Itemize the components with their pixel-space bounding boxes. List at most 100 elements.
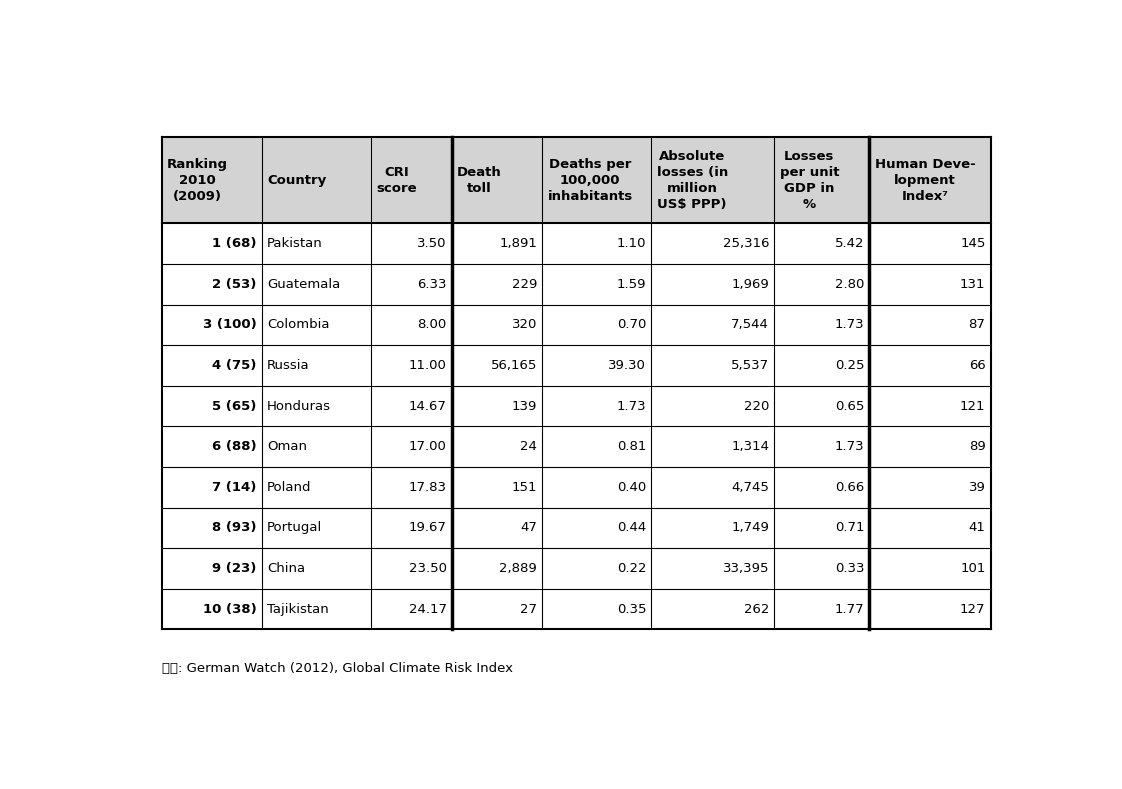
- Text: 6 (88): 6 (88): [212, 440, 257, 453]
- Bar: [870, 264, 991, 305]
- Text: 1.77: 1.77: [835, 603, 864, 615]
- Bar: [261, 305, 370, 345]
- Text: 출싸: German Watch (2012), Global Climate Risk Index: 출싸: German Watch (2012), Global Climate …: [162, 662, 513, 675]
- Text: 0.70: 0.70: [617, 318, 646, 331]
- Bar: [542, 264, 652, 305]
- Bar: [261, 507, 370, 548]
- Bar: [542, 223, 652, 264]
- Bar: [774, 223, 870, 264]
- Bar: [162, 137, 261, 223]
- Bar: [162, 426, 261, 467]
- Text: 0.71: 0.71: [835, 522, 864, 534]
- Text: 262: 262: [744, 603, 770, 615]
- Bar: [652, 467, 774, 507]
- Text: CRI
score: CRI score: [376, 166, 416, 195]
- Text: 1 (68): 1 (68): [212, 237, 257, 250]
- Bar: [870, 305, 991, 345]
- Bar: [774, 137, 870, 223]
- Text: Guatemala: Guatemala: [267, 278, 340, 290]
- Bar: [452, 507, 542, 548]
- Text: 0.22: 0.22: [617, 562, 646, 575]
- Bar: [542, 467, 652, 507]
- Text: 2 (53): 2 (53): [212, 278, 257, 290]
- Text: 47: 47: [521, 522, 537, 534]
- Text: Deaths per
100,000
inhabitants: Deaths per 100,000 inhabitants: [548, 158, 633, 203]
- Text: Poland: Poland: [267, 481, 312, 494]
- Text: Absolute
losses (in
million
US$ PPP): Absolute losses (in million US$ PPP): [656, 150, 728, 211]
- Bar: [542, 345, 652, 386]
- Text: 7 (14): 7 (14): [212, 481, 257, 494]
- Text: Tajikistan: Tajikistan: [267, 603, 329, 615]
- Text: Portugal: Portugal: [267, 522, 322, 534]
- Bar: [261, 264, 370, 305]
- Text: 0.65: 0.65: [835, 399, 864, 413]
- Text: 0.33: 0.33: [835, 562, 864, 575]
- Bar: [370, 386, 452, 426]
- Text: 151: 151: [512, 481, 537, 494]
- Bar: [774, 305, 870, 345]
- Bar: [452, 305, 542, 345]
- Text: 87: 87: [968, 318, 985, 331]
- Bar: [870, 223, 991, 264]
- Bar: [452, 548, 542, 589]
- Text: 2,889: 2,889: [499, 562, 537, 575]
- Bar: [652, 305, 774, 345]
- Text: 39.30: 39.30: [608, 359, 646, 372]
- Text: 3 (100): 3 (100): [203, 318, 257, 331]
- Text: Human Deve-
lopment
Index⁷: Human Deve- lopment Index⁷: [875, 158, 975, 203]
- Bar: [652, 345, 774, 386]
- Bar: [652, 264, 774, 305]
- Bar: [870, 507, 991, 548]
- Bar: [162, 264, 261, 305]
- Bar: [370, 345, 452, 386]
- Bar: [870, 345, 991, 386]
- Bar: [542, 137, 652, 223]
- Text: 0.44: 0.44: [617, 522, 646, 534]
- Bar: [452, 264, 542, 305]
- Bar: [452, 137, 542, 223]
- Text: 33,395: 33,395: [723, 562, 770, 575]
- Text: 5 (65): 5 (65): [212, 399, 257, 413]
- Bar: [370, 137, 452, 223]
- Bar: [774, 426, 870, 467]
- Text: 320: 320: [512, 318, 537, 331]
- Bar: [774, 345, 870, 386]
- Text: 23.50: 23.50: [408, 562, 447, 575]
- Text: 5.42: 5.42: [835, 237, 864, 250]
- Text: Pakistan: Pakistan: [267, 237, 323, 250]
- Bar: [261, 548, 370, 589]
- Bar: [652, 386, 774, 426]
- Text: 1,314: 1,314: [732, 440, 770, 453]
- Bar: [542, 589, 652, 630]
- Bar: [452, 386, 542, 426]
- Bar: [870, 426, 991, 467]
- Bar: [261, 137, 370, 223]
- Bar: [370, 264, 452, 305]
- Text: 1.73: 1.73: [835, 318, 864, 331]
- Bar: [370, 467, 452, 507]
- Bar: [652, 548, 774, 589]
- Text: 0.35: 0.35: [617, 603, 646, 615]
- Bar: [870, 548, 991, 589]
- Text: 0.25: 0.25: [835, 359, 864, 372]
- Text: 0.40: 0.40: [617, 481, 646, 494]
- Bar: [452, 589, 542, 630]
- Text: 24: 24: [521, 440, 537, 453]
- Text: 4,745: 4,745: [732, 481, 770, 494]
- Bar: [370, 548, 452, 589]
- Bar: [870, 386, 991, 426]
- Text: 220: 220: [744, 399, 770, 413]
- Text: 8 (93): 8 (93): [212, 522, 257, 534]
- Text: 1,749: 1,749: [732, 522, 770, 534]
- Bar: [261, 345, 370, 386]
- Text: 139: 139: [512, 399, 537, 413]
- Text: 14.67: 14.67: [408, 399, 447, 413]
- Bar: [542, 426, 652, 467]
- Text: 17.83: 17.83: [408, 481, 447, 494]
- Bar: [452, 345, 542, 386]
- Text: 17.00: 17.00: [408, 440, 447, 453]
- Bar: [774, 548, 870, 589]
- Text: 1,891: 1,891: [499, 237, 537, 250]
- Bar: [870, 137, 991, 223]
- Bar: [542, 507, 652, 548]
